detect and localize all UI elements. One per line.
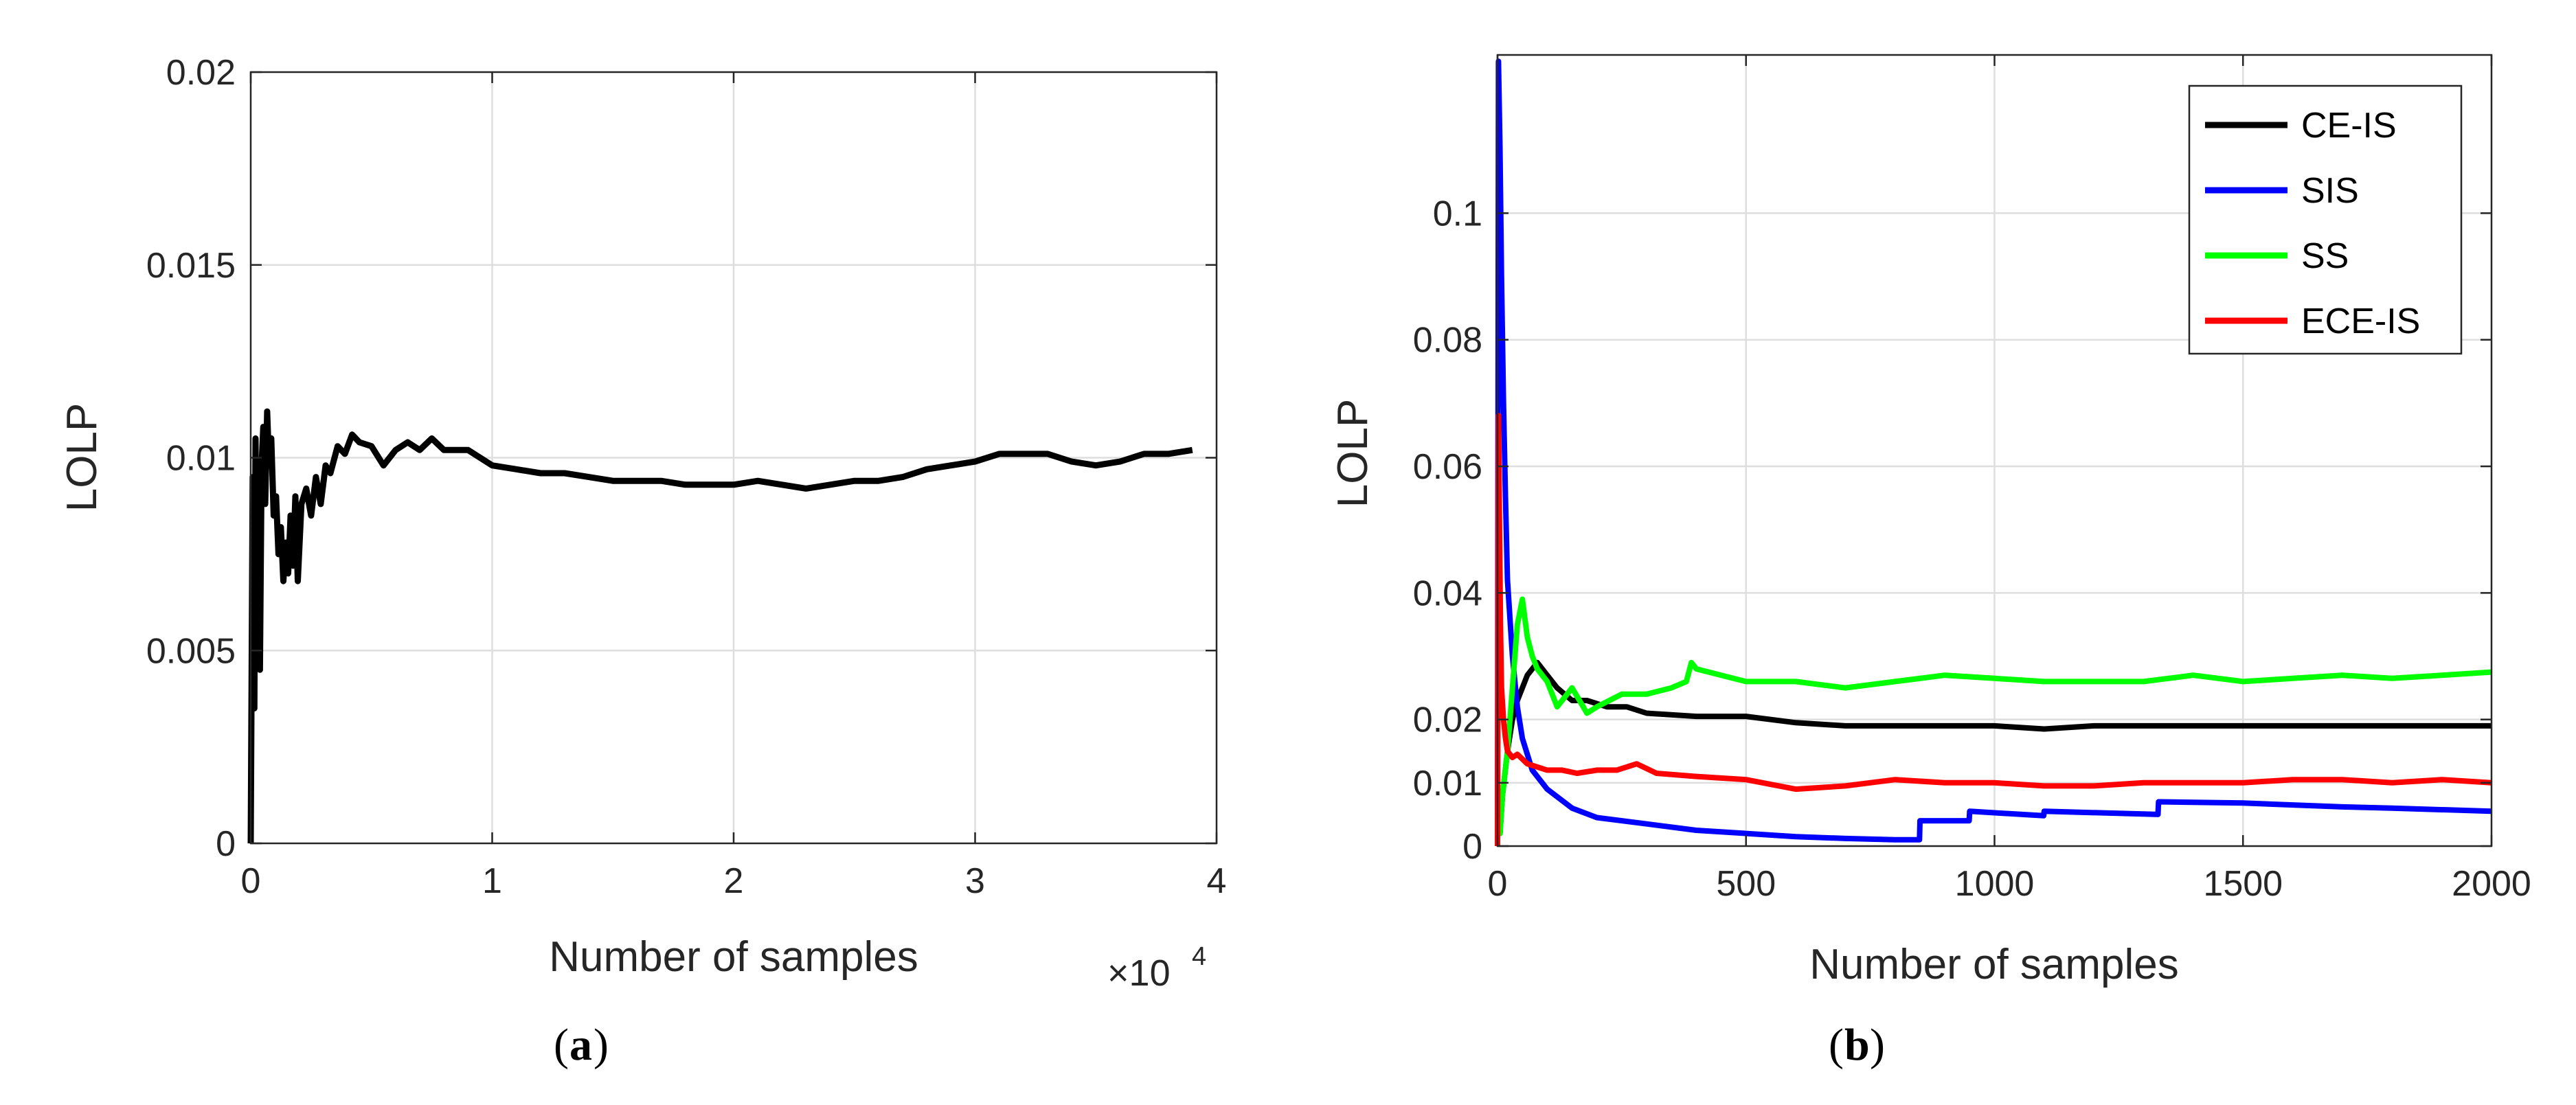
panel-a-grid bbox=[251, 72, 1217, 843]
y-tick-label: 0.02 bbox=[166, 53, 236, 93]
y-tick-label: 0.01 bbox=[166, 439, 236, 479]
x-tick-label: 1000 bbox=[1955, 864, 2035, 904]
y-tick-label: 0 bbox=[216, 824, 236, 864]
legend-label: SS bbox=[2301, 236, 2349, 276]
panel-b-legend: CE-IS SIS SS ECE-IS bbox=[2188, 84, 2463, 355]
legend-box bbox=[2188, 84, 2463, 355]
y-tick-label: 0.005 bbox=[146, 631, 236, 671]
x-tick-label: 2 bbox=[724, 861, 744, 901]
y-tick-label: 0.02 bbox=[1413, 700, 1482, 740]
panel-a-caption-close: ) bbox=[594, 1020, 609, 1070]
x-tick-label: 500 bbox=[1716, 864, 1776, 904]
x-tick-label: 0 bbox=[1488, 864, 1508, 904]
legend-label: CE-IS bbox=[2301, 106, 2397, 146]
x-tick-label: 4 bbox=[1207, 861, 1227, 901]
panel-b-caption-close: ) bbox=[1870, 1020, 1885, 1070]
series-line-ss bbox=[1495, 596, 2492, 836]
panel-b-series bbox=[1495, 58, 2492, 847]
panel-a-caption-open: ( bbox=[554, 1020, 569, 1070]
panel-b-xlabel: Number of samples bbox=[1809, 941, 2179, 988]
x-tick-label: 1 bbox=[482, 861, 502, 901]
panel-a-xlabel: Number of samples bbox=[549, 933, 918, 981]
panel-b-ticks: 0 500 1000 1500 2000 0 0.01 0.02 0.04 0.06 0.08 0.1 bbox=[1413, 55, 2531, 904]
x-tick-label: 3 bbox=[965, 861, 985, 901]
panel-a: 0 1 2 3 4 0 0.005 0.01 0.015 0.02 Number of sampl… bbox=[58, 53, 1226, 1070]
panel-a-series bbox=[247, 408, 1193, 844]
series-line-sis bbox=[1495, 58, 2492, 847]
y-tick-label: 0.08 bbox=[1413, 321, 1482, 361]
panel-b-ylabel: LOLP bbox=[1329, 399, 1377, 508]
x-tick-label: 2000 bbox=[2452, 864, 2531, 904]
y-tick-label: 0.04 bbox=[1413, 573, 1482, 613]
y-tick-label: 0.1 bbox=[1433, 194, 1482, 233]
panel-a-x-multiplier-exp: 4 bbox=[1192, 942, 1206, 971]
series-line-lolp-estimate bbox=[247, 408, 1193, 844]
panel-b-caption-open: ( bbox=[1829, 1020, 1844, 1070]
y-tick-label: 0.015 bbox=[146, 246, 236, 286]
series-line-ece-is bbox=[1495, 413, 2492, 847]
y-tick-label: 0.01 bbox=[1413, 764, 1482, 804]
legend-label: SIS bbox=[2301, 171, 2359, 211]
panel-b-caption-letter: b bbox=[1844, 1020, 1870, 1070]
panel-a-caption-letter: a bbox=[569, 1020, 592, 1070]
panel-a-ticks: 0 1 2 3 4 0 0.005 0.01 0.015 0.02 bbox=[146, 53, 1227, 901]
x-tick-label: 1500 bbox=[2203, 864, 2283, 904]
panel-b: 0 500 1000 1500 2000 0 0.01 0.02 0.04 0.06 0.08 0.1… bbox=[1329, 54, 2531, 1070]
y-tick-label: 0.06 bbox=[1413, 447, 1482, 487]
y-tick-label: 0 bbox=[1462, 827, 1482, 867]
panel-a-x-multiplier: ×10 bbox=[1107, 953, 1171, 994]
legend-entries: CE-IS SIS SS ECE-IS bbox=[2205, 106, 2420, 341]
legend-label: ECE-IS bbox=[2301, 301, 2420, 341]
panel-a-ylabel: LOLP bbox=[58, 403, 106, 512]
x-tick-label: 0 bbox=[241, 861, 261, 901]
